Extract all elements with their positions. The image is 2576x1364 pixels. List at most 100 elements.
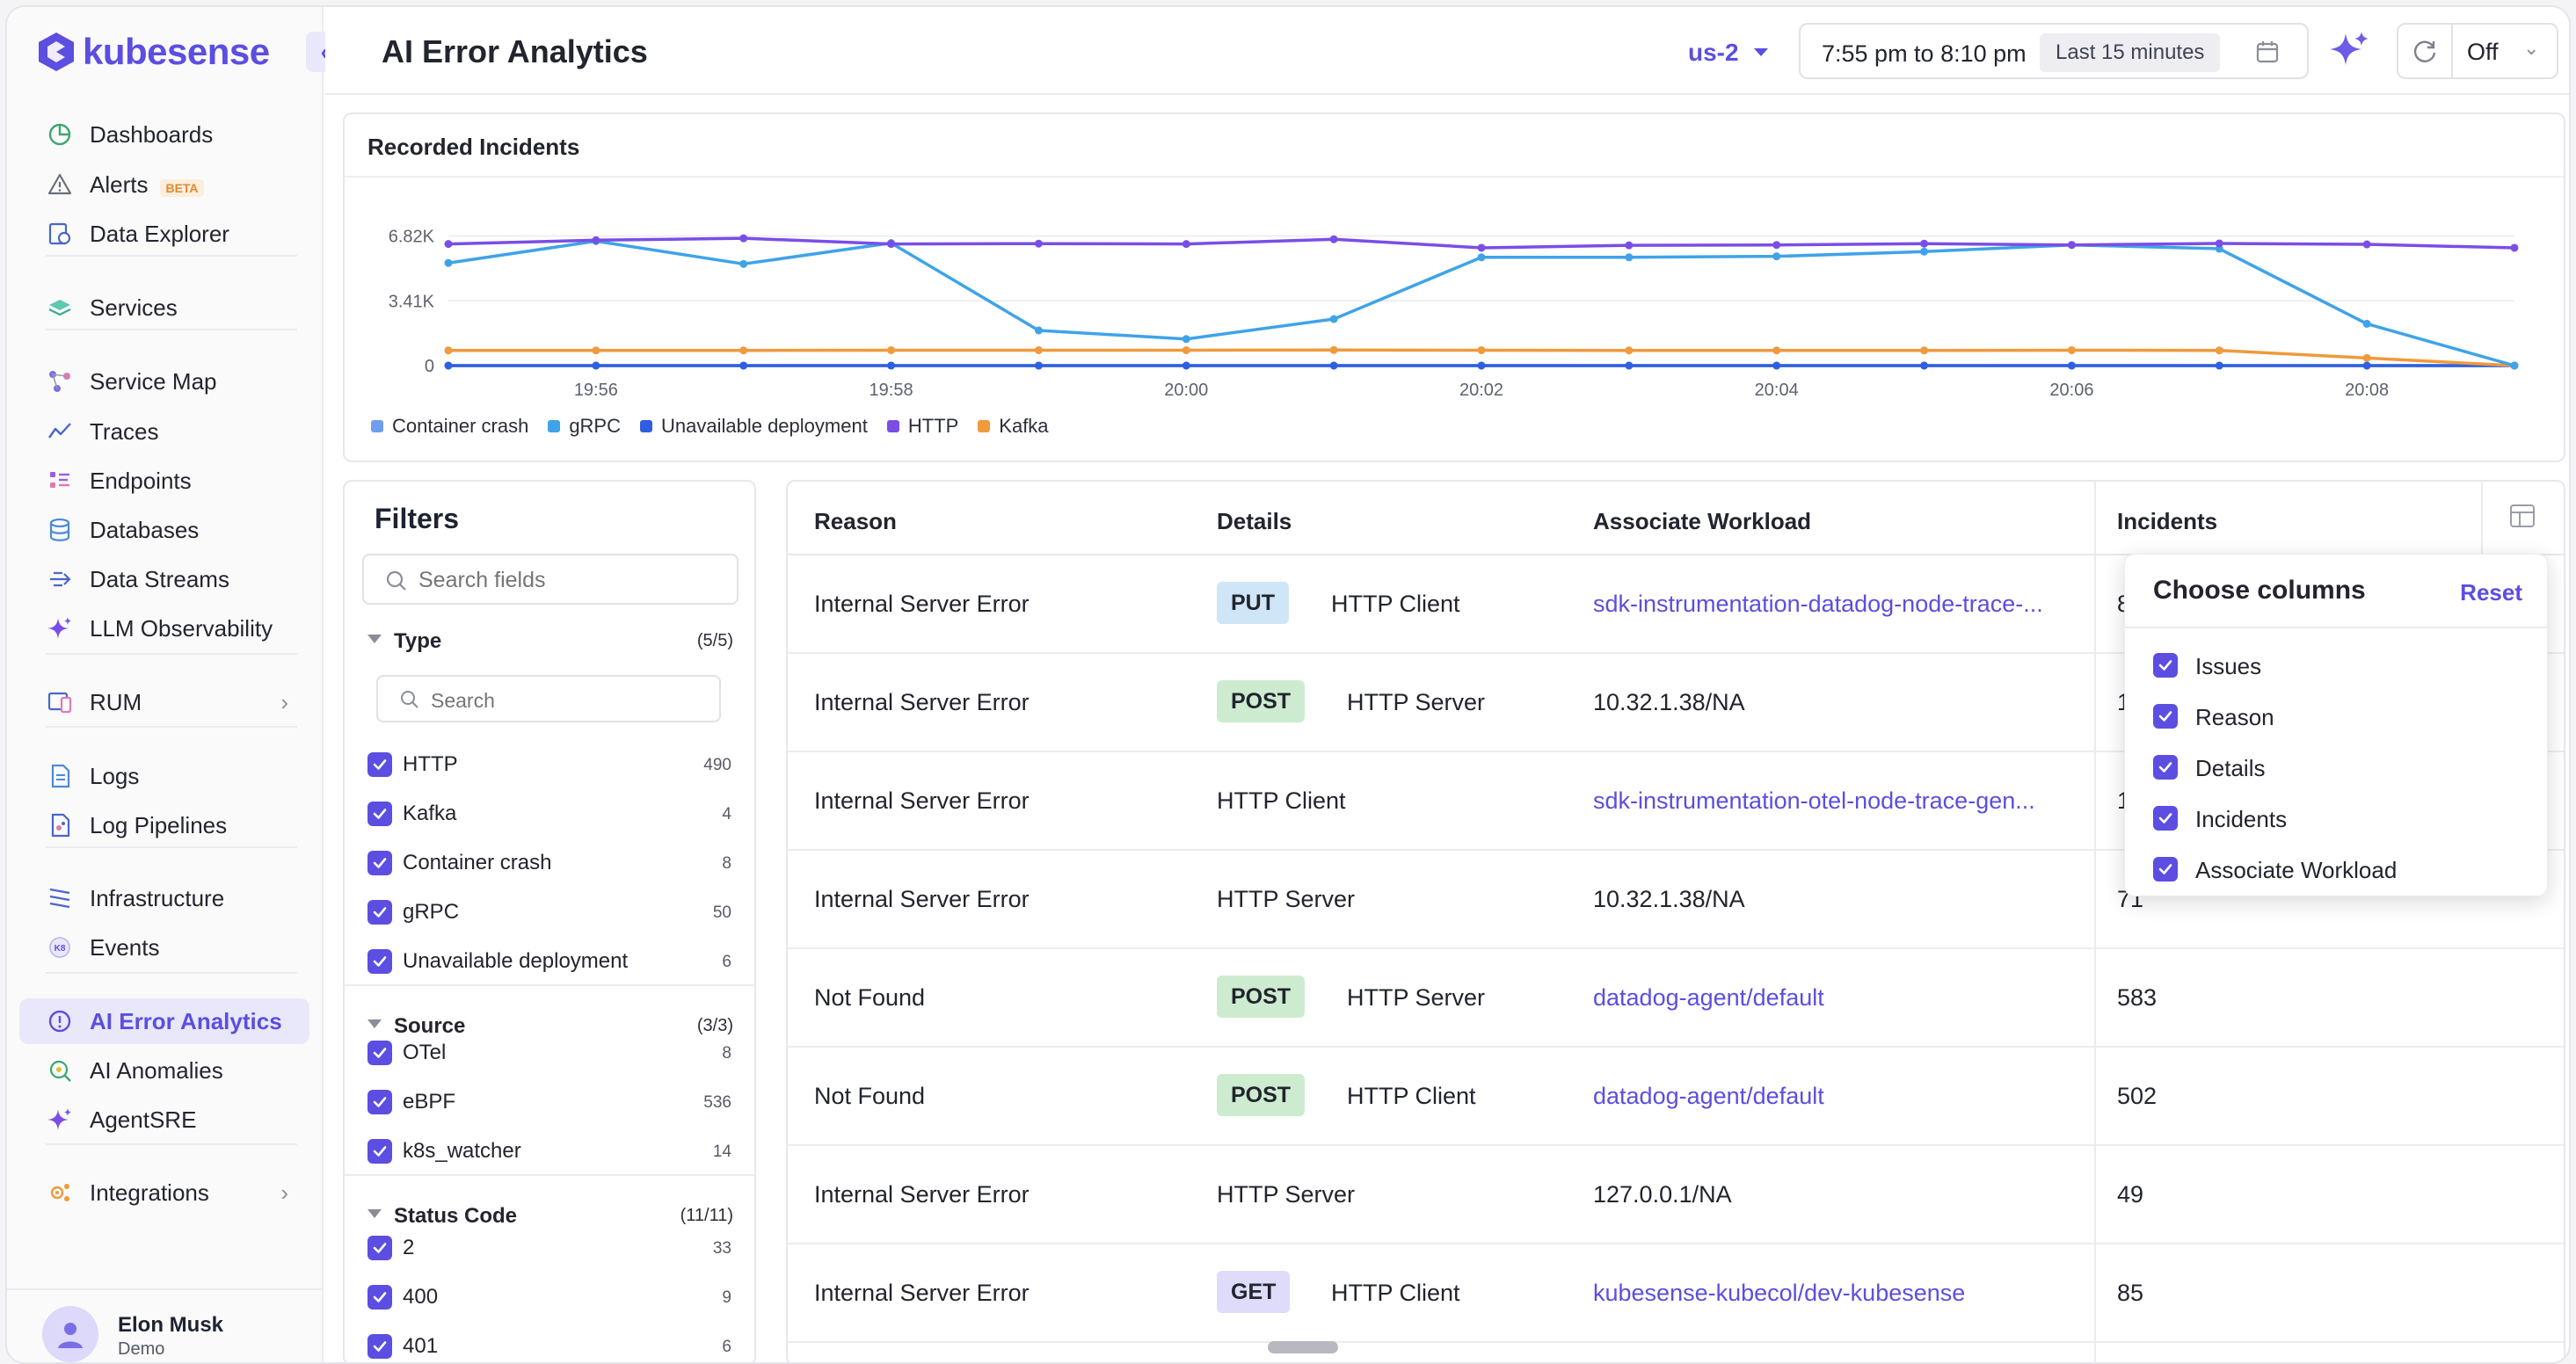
data-point[interactable] <box>2067 241 2076 250</box>
data-point[interactable] <box>1477 345 1486 354</box>
refresh-icon[interactable] <box>2411 37 2439 65</box>
user-profile[interactable]: Elon Musk Demo <box>7 1288 324 1362</box>
sidebar-item-service-map[interactable]: Service Map <box>19 359 309 404</box>
data-point[interactable] <box>444 361 453 370</box>
data-point[interactable] <box>1034 361 1043 370</box>
checkbox-checked[interactable] <box>367 1285 392 1310</box>
data-point[interactable] <box>444 346 453 355</box>
column-header-incidents[interactable]: Incidents <box>2117 508 2218 534</box>
filter-option[interactable]: k8s_watcher 14 <box>345 1134 754 1169</box>
data-point[interactable] <box>1477 253 1486 262</box>
sidebar-item-dashboards[interactable]: Dashboards <box>19 112 309 157</box>
table-row[interactable]: Internal Server Error HTTP Client sdk-inst… <box>788 752 2564 851</box>
data-point[interactable] <box>1329 361 1338 370</box>
sidebar-item-alerts[interactable]: Alerts BETA <box>19 162 309 207</box>
cell-associate-workload[interactable]: datadog-agent/default <box>1593 1083 1824 1109</box>
filter-option[interactable]: gRPC 50 <box>345 895 754 930</box>
data-point[interactable] <box>739 259 748 268</box>
checkbox-checked[interactable] <box>2153 653 2178 678</box>
data-point[interactable] <box>1329 315 1338 323</box>
data-point[interactable] <box>1477 361 1486 370</box>
data-point[interactable] <box>739 361 748 370</box>
data-point[interactable] <box>444 240 453 249</box>
checkbox-checked[interactable] <box>367 1090 392 1114</box>
data-point[interactable] <box>1772 346 1781 355</box>
data-point[interactable] <box>2362 361 2371 370</box>
data-point[interactable] <box>1034 345 1043 354</box>
sidebar-item-ai-anomalies[interactable]: AI Anomalies <box>19 1048 309 1093</box>
data-point[interactable] <box>1182 345 1190 354</box>
filter-option[interactable]: eBPF 536 <box>345 1085 754 1120</box>
data-point[interactable] <box>1920 346 1929 355</box>
auto-refresh-control[interactable]: Off ⌄ <box>2397 23 2558 79</box>
sidebar-item-ai-error-analytics[interactable]: AI Error Analytics <box>19 998 309 1044</box>
sidebar-item-services[interactable]: Services <box>19 285 309 330</box>
data-point[interactable] <box>1329 235 1338 243</box>
legend-item[interactable]: Container crash <box>371 415 528 438</box>
table-row[interactable]: Internal Server Error GET HTTP Client kubes… <box>788 1244 2564 1343</box>
data-point[interactable] <box>739 346 748 355</box>
data-point[interactable] <box>1625 241 1634 250</box>
checkbox-checked[interactable] <box>2153 857 2178 882</box>
data-point[interactable] <box>1772 252 1781 261</box>
filter-group-search[interactable] <box>376 675 721 722</box>
data-point[interactable] <box>2215 346 2223 355</box>
filter-option[interactable]: Unavailable deployment 6 <box>345 944 754 979</box>
checkbox-checked[interactable] <box>2153 704 2178 729</box>
sidebar-item-infrastructure[interactable]: Infrastructure <box>19 875 309 921</box>
calendar-icon[interactable] <box>2254 39 2281 65</box>
columns-settings-icon[interactable] <box>2507 501 2537 531</box>
search-fields-input[interactable] <box>418 568 726 593</box>
checkbox-checked[interactable] <box>367 1139 392 1164</box>
table-row[interactable]: Not Found POST HTTP Server datadog-agent/de… <box>788 949 2564 1048</box>
data-point[interactable] <box>2510 361 2519 370</box>
filter-group-type[interactable]: Type (5/5) <box>345 626 754 661</box>
data-point[interactable] <box>1920 361 1929 370</box>
filter-option[interactable]: HTTP 490 <box>345 747 754 782</box>
filter-option[interactable]: Kafka 4 <box>345 796 754 831</box>
column-header-details[interactable]: Details <box>1217 508 1292 534</box>
data-point[interactable] <box>2362 353 2371 362</box>
legend-item[interactable]: gRPC <box>548 415 621 438</box>
data-point[interactable] <box>1920 247 1929 256</box>
filter-search-input[interactable] <box>431 689 695 713</box>
filter-group-status-code[interactable]: Status Code (11/11) <box>345 1201 754 1236</box>
search-fields-box[interactable] <box>362 554 739 605</box>
data-point[interactable] <box>2067 361 2076 370</box>
filter-group-source[interactable]: Source (3/3) <box>345 1011 754 1046</box>
sidebar-item-databases[interactable]: Databases <box>19 507 309 553</box>
data-point[interactable] <box>2067 345 2076 354</box>
data-point[interactable] <box>1625 361 1634 370</box>
data-point[interactable] <box>739 234 748 243</box>
cell-associate-workload[interactable]: datadog-agent/default <box>1593 984 1824 1011</box>
column-header-associate-workload[interactable]: Associate Workload <box>1593 508 1812 534</box>
data-point[interactable] <box>1625 346 1634 355</box>
cell-associate-workload[interactable]: sdk-instrumentation-datadog-node-trace-.… <box>1593 591 2043 617</box>
filter-option[interactable]: 401 6 <box>345 1329 754 1362</box>
filter-option[interactable]: 400 9 <box>345 1280 754 1315</box>
data-point[interactable] <box>2362 240 2371 249</box>
legend-item[interactable]: HTTP <box>886 415 958 438</box>
filter-option[interactable]: Container crash 8 <box>345 845 754 881</box>
checkbox-checked[interactable] <box>367 851 392 875</box>
data-point[interactable] <box>887 240 896 249</box>
sidebar-item-llm-observability[interactable]: LLM Observability <box>19 606 309 651</box>
checkbox-checked[interactable] <box>367 1236 392 1260</box>
column-header-reason[interactable]: Reason <box>814 508 897 534</box>
data-point[interactable] <box>1625 253 1634 262</box>
data-point[interactable] <box>1477 243 1486 252</box>
table-row[interactable]: Internal Server Error HTTP Server 127.0.0.… <box>788 1146 2564 1244</box>
checkbox-checked[interactable] <box>367 949 392 974</box>
table-row[interactable]: Not Found POST HTTP Client datadog-agent/de… <box>788 1048 2564 1146</box>
sidebar-item-data-streams[interactable]: Data Streams <box>19 556 309 602</box>
filter-option[interactable]: 2 33 <box>345 1230 754 1266</box>
region-selector[interactable]: us-2 <box>1688 39 1769 67</box>
checkbox-checked[interactable] <box>2153 806 2178 831</box>
cell-associate-workload[interactable]: sdk-instrumentation-otel-node-trace-gen.… <box>1593 787 2035 814</box>
time-range-picker[interactable]: 7:55 pm to 8:10 pm Last 15 minutes <box>1799 23 2309 79</box>
sidebar-item-rum[interactable]: RUM › <box>19 679 309 725</box>
data-point[interactable] <box>1182 240 1190 249</box>
data-point[interactable] <box>592 361 600 370</box>
data-point[interactable] <box>1182 361 1190 370</box>
table-row[interactable]: Internal Server Error POST HTTP Server 10.3… <box>788 654 2564 752</box>
